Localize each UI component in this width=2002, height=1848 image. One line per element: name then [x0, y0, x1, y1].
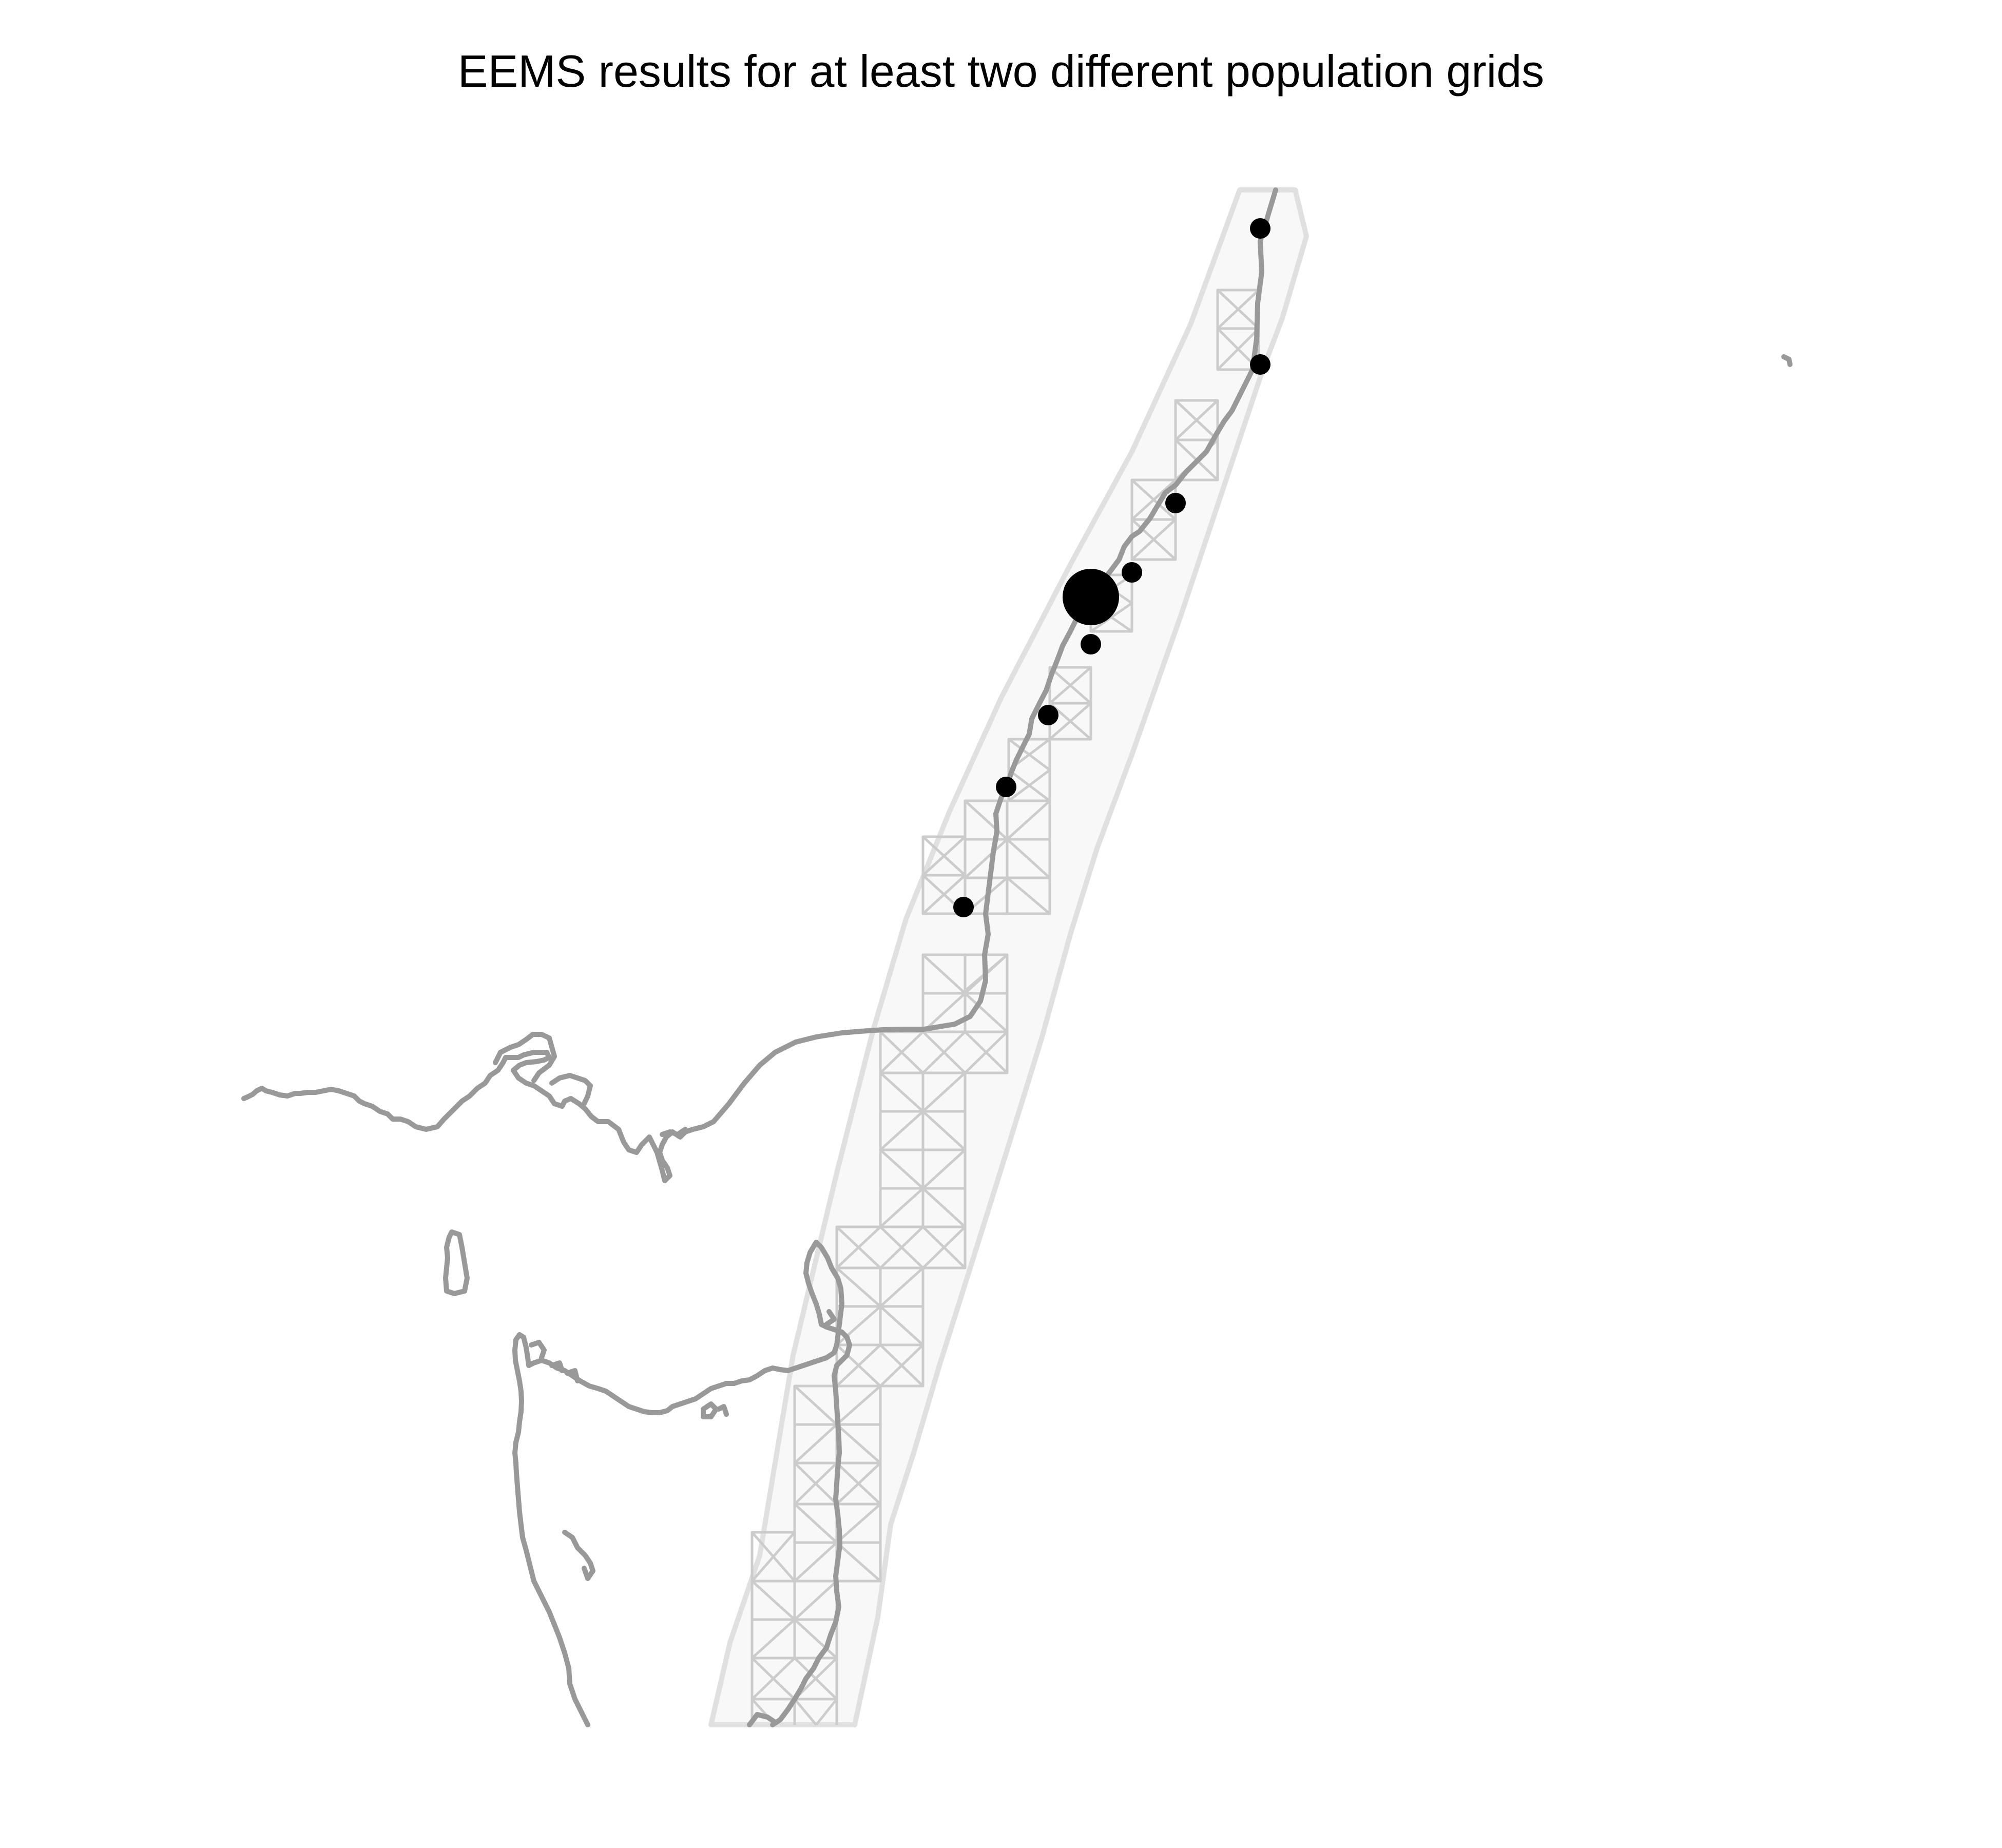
deme-point[interactable] [996, 777, 1016, 797]
habitat-polygon [708, 187, 1309, 1727]
map-title: EEMS results for at least two different … [457, 46, 1545, 97]
deme-point[interactable] [1165, 493, 1186, 513]
deme-point[interactable] [953, 897, 974, 917]
deme-point[interactable] [1038, 705, 1058, 725]
deme-point[interactable] [1063, 569, 1119, 625]
deme-point[interactable] [1250, 218, 1270, 239]
deme-markers [953, 218, 1270, 917]
deme-point[interactable] [1250, 354, 1270, 375]
deme-point[interactable] [1081, 634, 1101, 654]
deme-point[interactable] [1122, 562, 1142, 583]
